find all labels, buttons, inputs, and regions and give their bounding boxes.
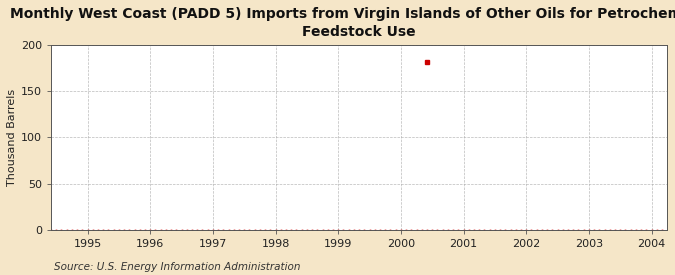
Text: Source: U.S. Energy Information Administration: Source: U.S. Energy Information Administ… bbox=[54, 262, 300, 272]
Title: Monthly West Coast (PADD 5) Imports from Virgin Islands of Other Oils for Petroc: Monthly West Coast (PADD 5) Imports from… bbox=[9, 7, 675, 39]
Y-axis label: Thousand Barrels: Thousand Barrels bbox=[7, 89, 17, 186]
